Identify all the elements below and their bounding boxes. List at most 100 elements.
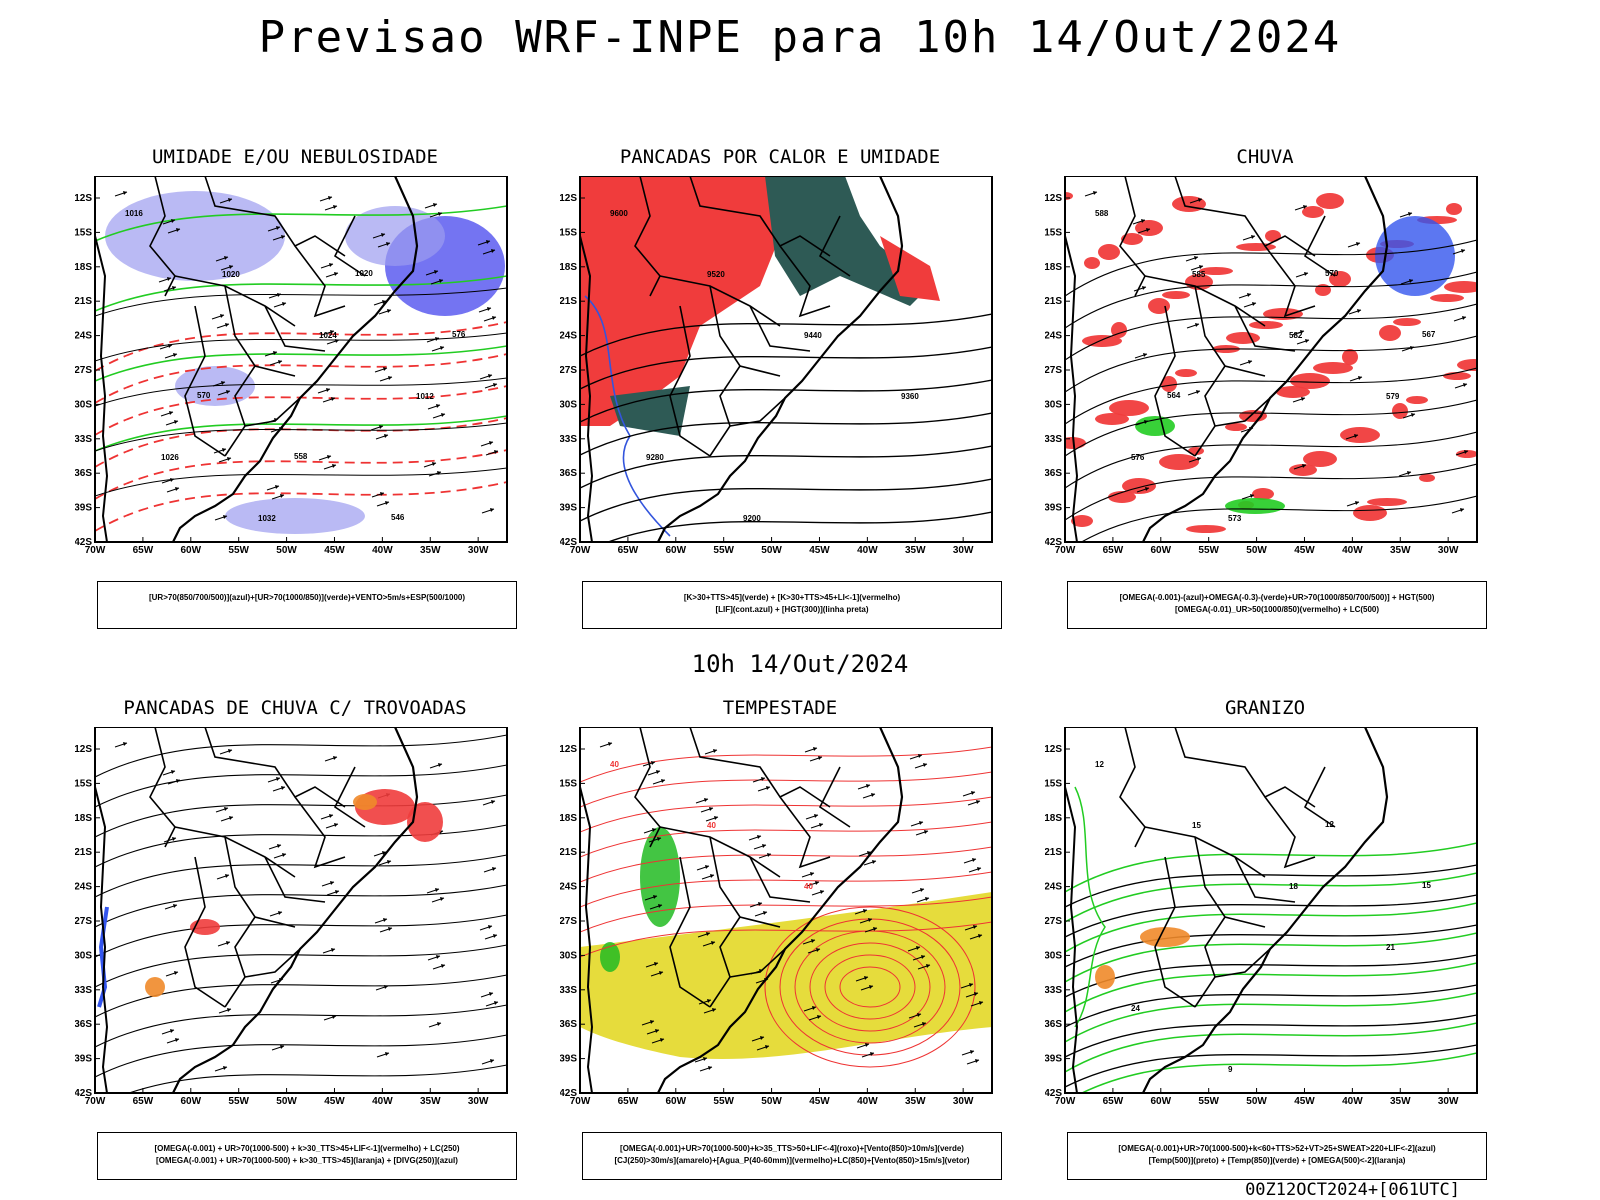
rain-area	[1162, 291, 1190, 299]
lon-tick-label: 30W	[953, 545, 974, 556]
lat-tick-label: 42S	[75, 537, 92, 548]
wind-vector-head	[973, 925, 977, 929]
wind-vector-head	[870, 1052, 874, 1056]
main-title: Previsao WRF-INPE para 10h 14/Out/2024	[258, 12, 1342, 63]
contour-line	[1065, 1044, 1477, 1088]
lat-tick-label: 36S	[75, 1019, 92, 1030]
lat-tick-label: 33S	[560, 985, 577, 996]
wind-vector-head	[332, 464, 336, 468]
contour-line	[95, 1034, 507, 1078]
contour-line	[580, 379, 992, 423]
wind-vector-head	[650, 1020, 654, 1024]
lat-tick-label: 24S	[560, 331, 577, 342]
wind-vector-head	[440, 346, 444, 350]
wind-vector-head	[810, 872, 814, 876]
run-stamp: 00Z12OCT2024+[061UTC]	[1245, 1180, 1460, 1200]
map-pancadas-trovoadas: 12S 15S 18S 21S 24S 27S 30S 33S 36S 39S 42S 70W 65W 6…	[75, 727, 515, 1117]
wind-vector-head	[273, 351, 277, 355]
wind-vector-head	[977, 867, 981, 871]
wind-vector-head	[868, 918, 872, 922]
lat-tick-label: 18S	[1045, 262, 1062, 273]
lat-tick-label: 30S	[1045, 950, 1062, 961]
wind-vector-head	[327, 455, 331, 459]
legend-box: [OMEGA(-0.001) + UR>70(1000-500) + k>30_…	[97, 1132, 517, 1180]
border-line	[184, 305, 226, 457]
contour-line	[95, 944, 507, 988]
lat-tick-label: 30S	[560, 399, 577, 410]
contour-label: 1016	[125, 209, 143, 218]
storm-area	[145, 977, 165, 997]
wind-vector-head	[1355, 501, 1359, 505]
wind-vector-head	[1464, 450, 1468, 454]
lon-tick-label: 45W	[324, 1096, 345, 1107]
contour-label: 21	[1386, 943, 1395, 952]
wind-vector-head	[223, 515, 227, 519]
lat-tick-label: 42S	[75, 1088, 92, 1099]
border-line	[1214, 948, 1271, 978]
wind-vector-head	[863, 909, 867, 913]
wind-area	[640, 827, 680, 927]
wind-vector-head	[1197, 457, 1201, 461]
border-line	[184, 856, 226, 1008]
lat-tick-label: 30S	[75, 399, 92, 410]
rain-area	[1393, 318, 1421, 326]
contour-label: 40	[707, 821, 716, 830]
wind-vector-head	[1356, 242, 1360, 246]
contour-line	[95, 734, 507, 778]
wind-vector-head	[433, 203, 437, 207]
border-line	[1234, 856, 1296, 903]
wind-vector-head	[494, 450, 498, 454]
wind-vector-head	[488, 925, 492, 929]
contour-line	[95, 764, 507, 808]
wind-vector-head	[657, 837, 661, 841]
coastline	[95, 235, 109, 542]
lon-tick-label: 30W	[1438, 545, 1459, 556]
wind-vector-head	[383, 918, 387, 922]
wind-vector-head	[761, 777, 765, 781]
wind-vector-head	[334, 272, 338, 276]
wind-vector-head	[1410, 346, 1414, 350]
legend-line-1: [OMEGA(-0.001)+UR>70(1000-500)+k>35_TTS>…	[620, 1144, 964, 1153]
lat-tick-label: 33S	[1045, 985, 1062, 996]
contour-line	[95, 854, 507, 898]
border-line	[174, 826, 296, 878]
wind-vector-head	[872, 860, 876, 864]
wind-vector-head	[974, 992, 978, 996]
rain-area	[1342, 349, 1358, 365]
lat-tick-label: 33S	[560, 434, 577, 445]
wind-vector-head	[873, 927, 877, 931]
panel-title: PANCADAS POR CALOR E UMIDADE	[619, 146, 941, 168]
border-line	[294, 245, 346, 318]
contour-line	[764, 906, 976, 1068]
wind-vector-head	[1302, 464, 1306, 468]
map-granizo: 12 15 18 21 24 9 12 15 12S 15S 18S 21S 24S 27S 30S 33S 3…	[1045, 727, 1485, 1117]
wind-vector-head	[1194, 256, 1198, 260]
wind-vector-head	[969, 983, 973, 987]
wind-vector-head	[869, 985, 873, 989]
wind-vector-head	[169, 411, 173, 415]
contour-label: 576	[452, 330, 466, 339]
wind-vector-head	[229, 816, 233, 820]
map-content: 9600 9520 9440 9360 9280 9200	[580, 176, 992, 542]
contour-line	[1080, 1052, 1477, 1093]
wind-vector-head	[921, 955, 925, 959]
lat-tick-label: 36S	[75, 468, 92, 479]
lat-tick-label: 30S	[75, 950, 92, 961]
rain-area	[1186, 525, 1226, 533]
wind-vector-head	[174, 420, 178, 424]
map-frame	[94, 176, 508, 543]
panel-title: PANCADAS DE CHUVA C/ TROVOADAS	[123, 697, 467, 719]
contour-line	[95, 422, 507, 452]
wind-vector-head	[170, 478, 174, 482]
lon-tick-label: 35W	[905, 545, 926, 556]
wind-vector-head	[335, 890, 339, 894]
lat-tick-label: 39S	[560, 1054, 577, 1065]
wind-vector-head	[388, 927, 392, 931]
wind-vector-head	[441, 964, 445, 968]
wind-vector-head	[923, 763, 927, 767]
storm-area	[353, 794, 377, 810]
contour-line	[1080, 495, 1477, 542]
lat-tick-label: 27S	[75, 916, 92, 927]
wind-vector-head	[225, 323, 229, 327]
lat-tick-label: 42S	[560, 1088, 577, 1099]
